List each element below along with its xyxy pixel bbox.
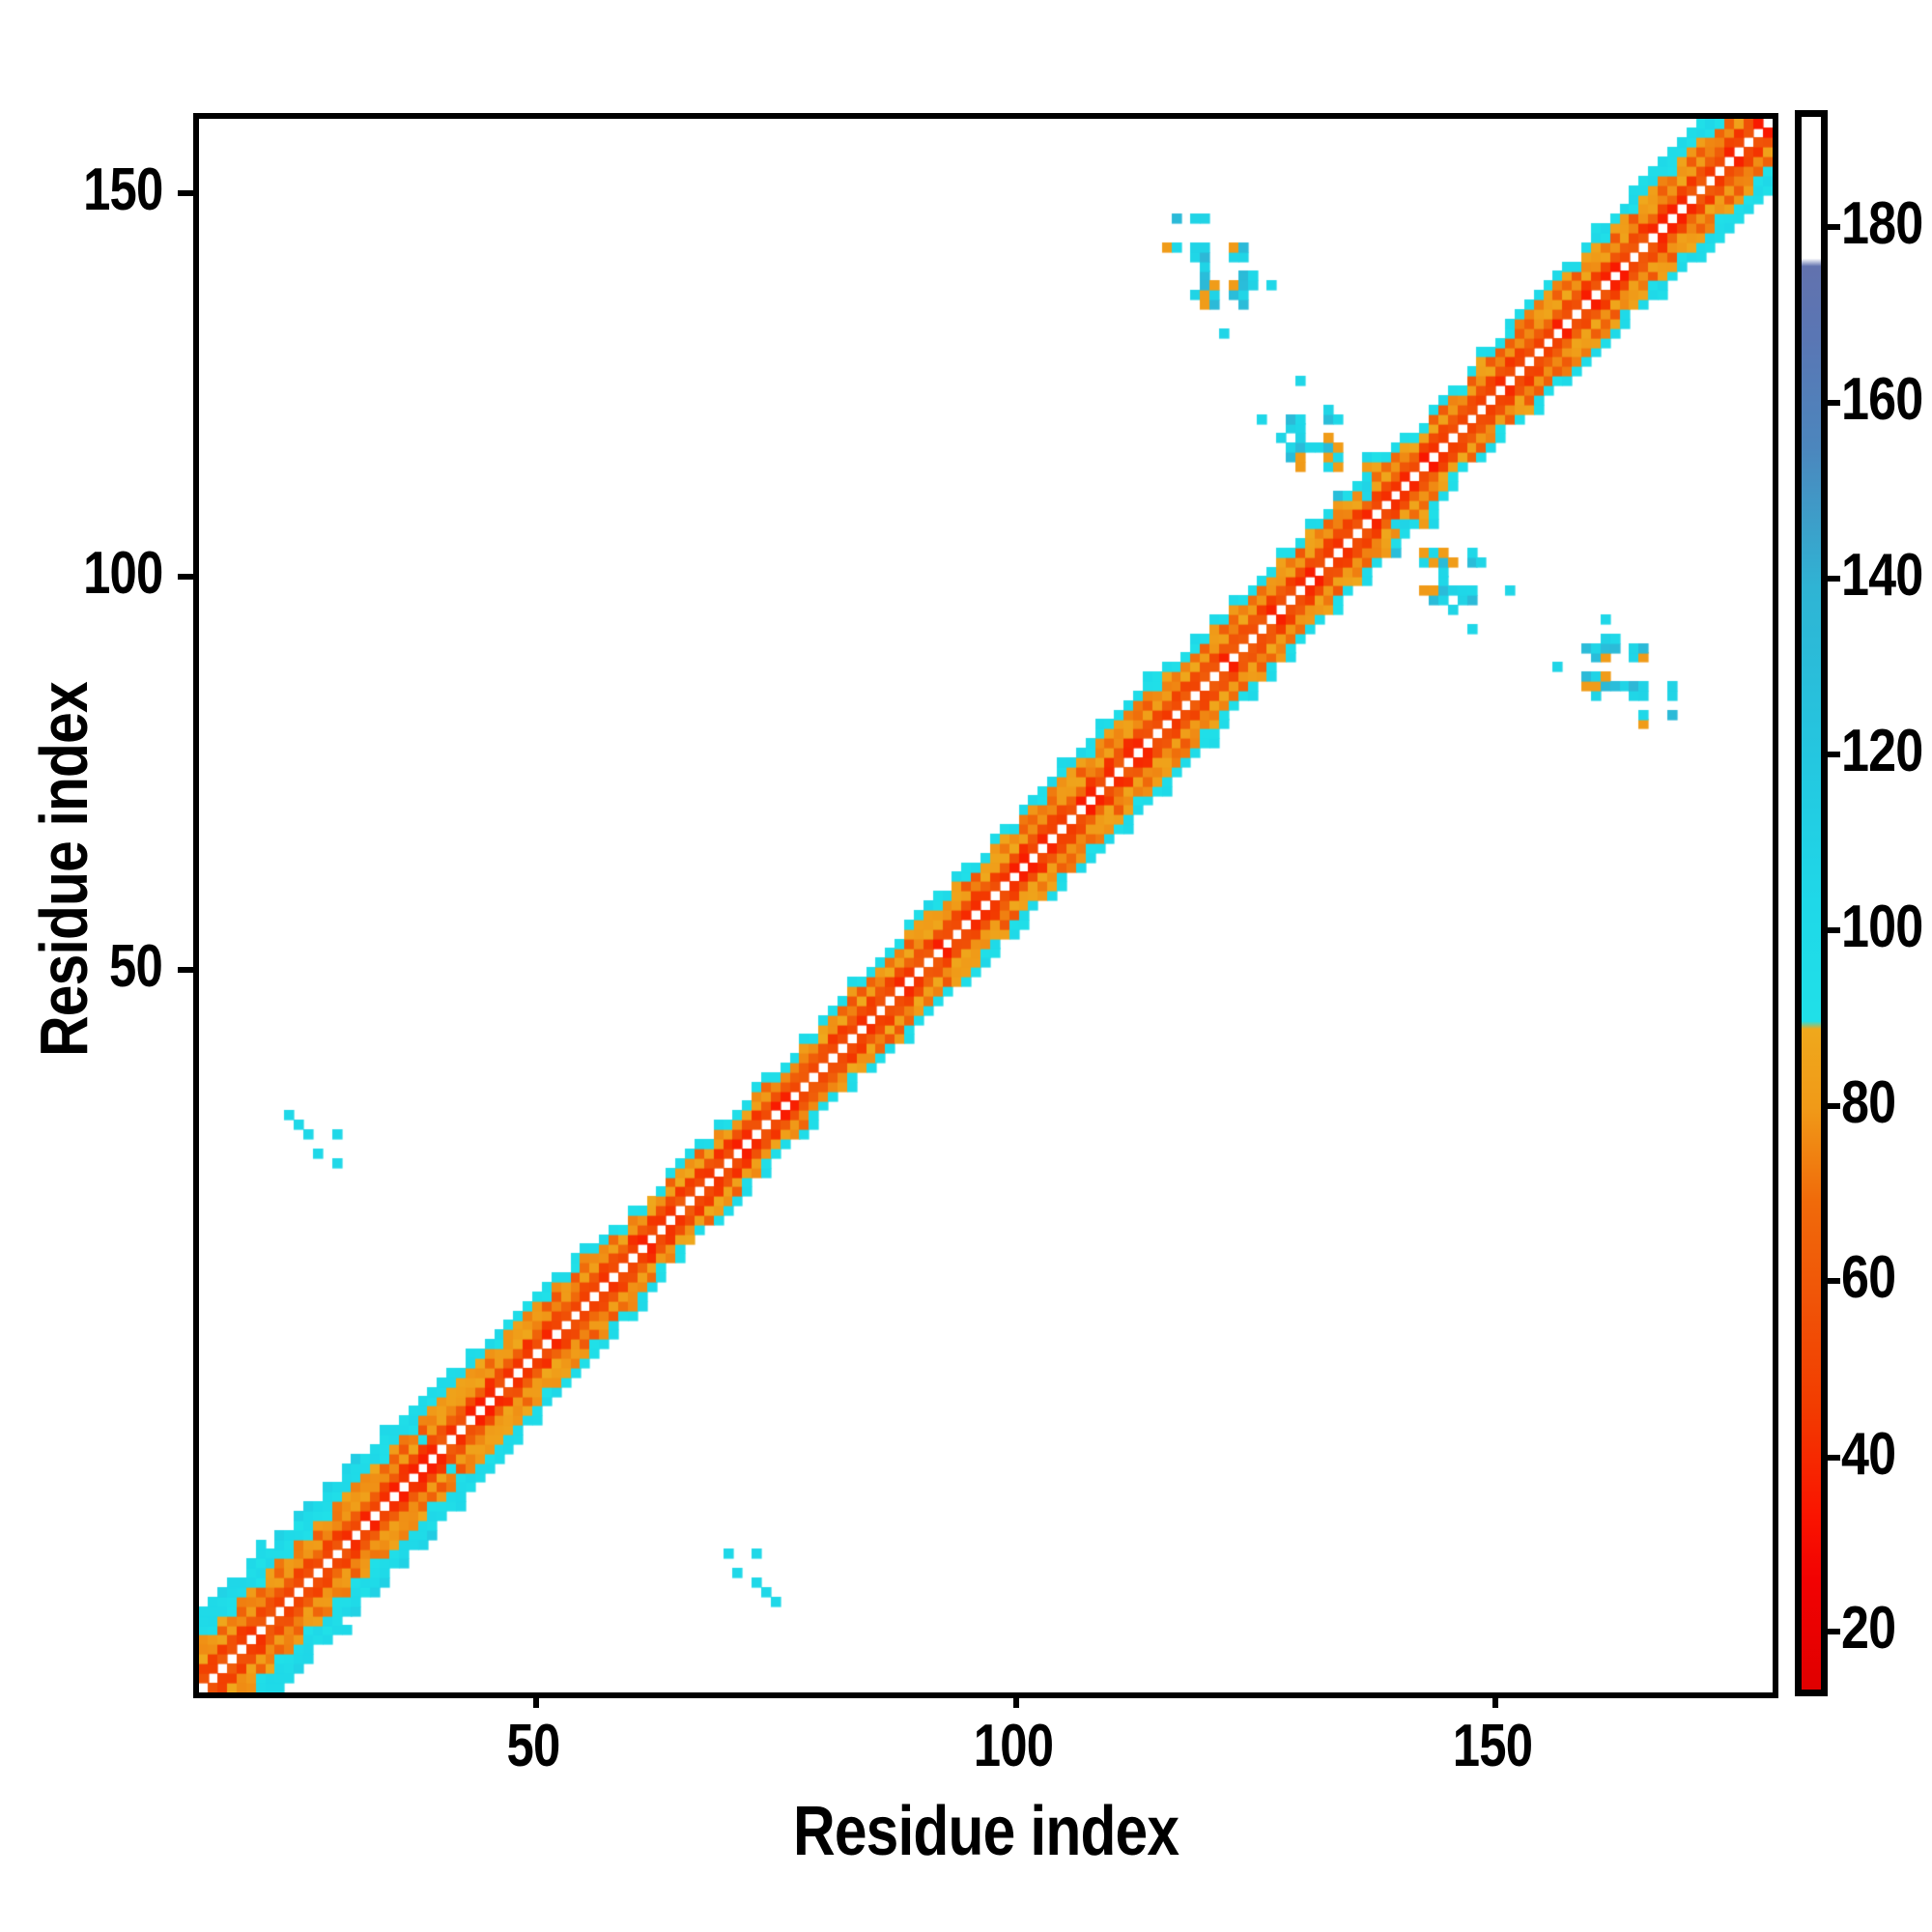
y-tick-mark: [178, 574, 193, 580]
colorbar-tick-label: 60: [1841, 1243, 1906, 1312]
y-tick-label: 100: [82, 540, 163, 607]
colorbar-tick-mark: [1828, 400, 1840, 406]
colorbar-tick-label: 20: [1841, 1594, 1906, 1662]
colorbar-tick-label-text: 140: [1841, 542, 1923, 609]
colorbar-tick-mark: [1828, 1455, 1840, 1461]
colorbar-tick-label-text: 20: [1841, 1595, 1896, 1662]
colorbar-tick-label: 140: [1841, 541, 1932, 610]
colorbar-tick-mark: [1828, 1103, 1840, 1109]
y-tick-mark: [178, 967, 193, 973]
colorbar[interactable]: [1795, 110, 1828, 1696]
colorbar-tick-label: 100: [1841, 893, 1932, 961]
y-tick-mark: [178, 190, 193, 196]
x-tick-mark: [1013, 1692, 1019, 1708]
colorbar-tick-label-text: 160: [1841, 366, 1923, 433]
y-tick-label: 50: [109, 933, 163, 1000]
plot-area[interactable]: [193, 113, 1778, 1698]
x-tick-mark: [1492, 1692, 1498, 1708]
colorbar-tick-label-text: 40: [1841, 1421, 1896, 1488]
y-tick-label: 150: [82, 156, 163, 223]
colorbar-tick-mark: [1828, 927, 1840, 933]
colorbar-tick-label: 80: [1841, 1068, 1906, 1137]
x-tick-label: 100: [973, 1713, 1054, 1779]
colorbar-tick-mark: [1828, 224, 1840, 230]
x-tick-label: 50: [506, 1713, 561, 1779]
colorbar-tick-mark: [1828, 1629, 1840, 1634]
colorbar-tick-label-text: 60: [1841, 1244, 1896, 1311]
colorbar-tick-label-text: 180: [1841, 190, 1923, 257]
colorbar-tick-label: 120: [1841, 717, 1932, 785]
colorbar-tick-label: 40: [1841, 1420, 1906, 1489]
x-axis-title-text: Residue index: [792, 1793, 1179, 1870]
colorbar-tick-label: 180: [1841, 189, 1932, 258]
colorbar-tick-label: 160: [1841, 365, 1932, 434]
colorbar-tick-mark: [1828, 1278, 1840, 1284]
colorbar-tick-label-text: 80: [1841, 1069, 1896, 1136]
colorbar-tick-mark: [1828, 576, 1840, 582]
y-axis-title: Residue index: [26, 682, 101, 1057]
colorbar-tick-label-text: 120: [1841, 718, 1923, 784]
x-axis-title: Residue index: [193, 1792, 1778, 1871]
colorbar-tick-mark: [1828, 752, 1840, 757]
x-tick-label: 150: [1452, 1713, 1533, 1779]
colorbar-gradient: [1802, 117, 1821, 1690]
x-tick-mark: [533, 1692, 539, 1708]
heatmap-canvas[interactable]: [199, 119, 1773, 1692]
colorbar-tick-label-text: 100: [1841, 894, 1923, 960]
